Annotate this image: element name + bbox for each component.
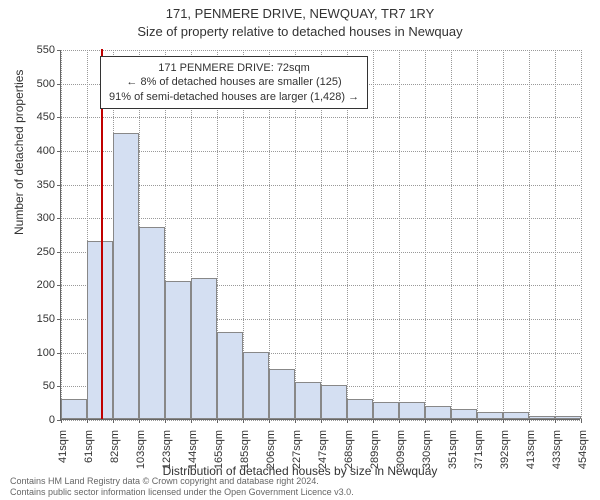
x-tick-mark bbox=[61, 419, 62, 423]
x-tick-mark bbox=[217, 419, 218, 423]
grid-line-v bbox=[529, 50, 530, 419]
annotation-box: 171 PENMERE DRIVE: 72sqm ← 8% of detache… bbox=[100, 56, 368, 109]
annotation-line1: 171 PENMERE DRIVE: 72sqm bbox=[109, 61, 359, 75]
y-tick-label: 100 bbox=[15, 347, 55, 359]
histogram-bar bbox=[451, 409, 477, 419]
histogram-bar bbox=[347, 399, 373, 419]
y-tick-label: 450 bbox=[15, 111, 55, 123]
x-tick-mark bbox=[425, 419, 426, 423]
footer: Contains HM Land Registry data © Crown c… bbox=[10, 476, 590, 498]
histogram-bar bbox=[295, 382, 321, 419]
footer-line1: Contains HM Land Registry data © Crown c… bbox=[10, 476, 590, 487]
x-tick-mark bbox=[87, 419, 88, 423]
histogram-bar bbox=[373, 402, 399, 419]
y-tick-label: 350 bbox=[15, 179, 55, 191]
grid-line-v bbox=[477, 50, 478, 419]
histogram-bar bbox=[191, 278, 217, 419]
grid-line-v bbox=[581, 50, 582, 419]
page-title: 171, PENMERE DRIVE, NEWQUAY, TR7 1RY bbox=[0, 6, 600, 21]
x-tick-mark bbox=[113, 419, 114, 423]
histogram-bar bbox=[243, 352, 269, 419]
x-tick-mark bbox=[139, 419, 140, 423]
y-tick-label: 400 bbox=[15, 145, 55, 157]
annotation-line3: 91% of semi-detached houses are larger (… bbox=[109, 90, 359, 104]
histogram-bar bbox=[217, 332, 243, 419]
x-tick-mark bbox=[165, 419, 166, 423]
histogram-bar bbox=[269, 369, 295, 419]
x-tick-mark bbox=[191, 419, 192, 423]
histogram-bar bbox=[139, 227, 165, 419]
y-tick-label: 300 bbox=[15, 212, 55, 224]
x-tick-mark bbox=[269, 419, 270, 423]
chart-container: 171, PENMERE DRIVE, NEWQUAY, TR7 1RY Siz… bbox=[0, 0, 600, 500]
histogram-bar bbox=[529, 416, 555, 419]
grid-line-v bbox=[425, 50, 426, 419]
histogram-bar bbox=[477, 412, 503, 419]
x-tick-mark bbox=[477, 419, 478, 423]
y-tick-label: 0 bbox=[15, 414, 55, 426]
x-tick-mark bbox=[295, 419, 296, 423]
y-tick-label: 500 bbox=[15, 78, 55, 90]
histogram-bar bbox=[87, 241, 113, 419]
histogram-bar bbox=[555, 416, 581, 419]
grid-line-v bbox=[451, 50, 452, 419]
x-tick-mark bbox=[451, 419, 452, 423]
y-tick-label: 50 bbox=[15, 380, 55, 392]
x-tick-mark bbox=[321, 419, 322, 423]
y-tick-label: 550 bbox=[15, 44, 55, 56]
x-tick-mark bbox=[243, 419, 244, 423]
y-tick-label: 150 bbox=[15, 313, 55, 325]
page-subtitle: Size of property relative to detached ho… bbox=[0, 24, 600, 39]
y-tick-label: 250 bbox=[15, 246, 55, 258]
histogram-bar bbox=[399, 402, 425, 419]
histogram-bar bbox=[321, 385, 347, 419]
x-tick-mark bbox=[347, 419, 348, 423]
histogram-bar bbox=[113, 133, 139, 419]
y-tick-label: 200 bbox=[15, 279, 55, 291]
grid-line-v bbox=[503, 50, 504, 419]
grid-line-v bbox=[61, 50, 62, 419]
x-tick-mark bbox=[503, 419, 504, 423]
x-tick-mark bbox=[399, 419, 400, 423]
histogram-bar bbox=[61, 399, 87, 419]
x-tick-mark bbox=[373, 419, 374, 423]
x-tick-mark bbox=[581, 419, 582, 423]
annotation-line2: ← 8% of detached houses are smaller (125… bbox=[109, 75, 359, 89]
histogram-bar bbox=[503, 412, 529, 419]
footer-line2: Contains public sector information licen… bbox=[10, 487, 590, 498]
histogram-bar bbox=[165, 281, 191, 419]
histogram-bar bbox=[425, 406, 451, 419]
grid-line-v bbox=[555, 50, 556, 419]
x-tick-mark bbox=[555, 419, 556, 423]
grid-line-v bbox=[399, 50, 400, 419]
grid-line-v bbox=[373, 50, 374, 419]
x-tick-mark bbox=[529, 419, 530, 423]
